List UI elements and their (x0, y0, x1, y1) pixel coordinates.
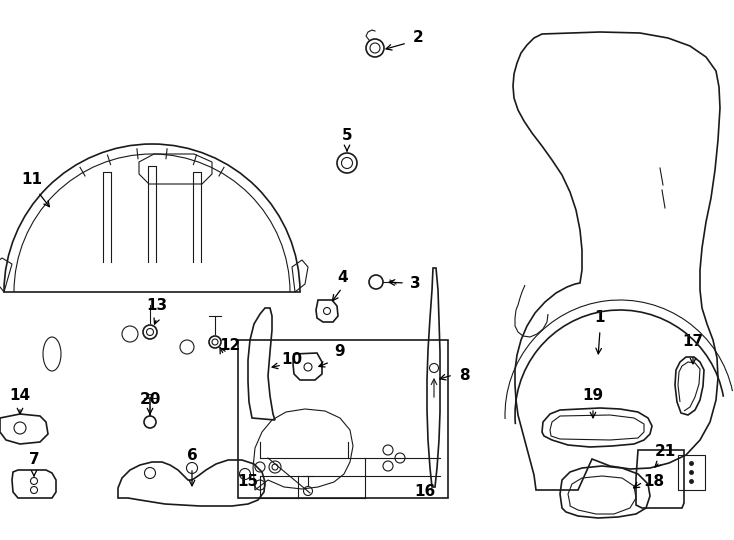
Text: 17: 17 (683, 334, 704, 349)
Text: 9: 9 (335, 345, 345, 360)
Text: 7: 7 (29, 453, 40, 468)
Text: 2: 2 (413, 30, 424, 45)
Bar (238, 340, 448, 498)
Text: 21: 21 (655, 444, 675, 460)
Text: 15: 15 (237, 475, 258, 489)
Text: 11: 11 (21, 172, 43, 187)
Text: 3: 3 (410, 275, 421, 291)
Text: 5: 5 (342, 129, 352, 144)
Text: 14: 14 (10, 388, 31, 402)
Text: 10: 10 (281, 353, 302, 368)
Text: 6: 6 (186, 449, 197, 463)
Text: 20: 20 (139, 393, 161, 408)
Text: 12: 12 (219, 338, 241, 353)
Text: 13: 13 (147, 299, 167, 314)
Text: 16: 16 (415, 484, 435, 500)
Text: 1: 1 (595, 310, 606, 326)
Text: 18: 18 (644, 475, 664, 489)
Text: 4: 4 (338, 271, 349, 286)
Text: 8: 8 (459, 368, 469, 382)
Text: 19: 19 (583, 388, 603, 403)
